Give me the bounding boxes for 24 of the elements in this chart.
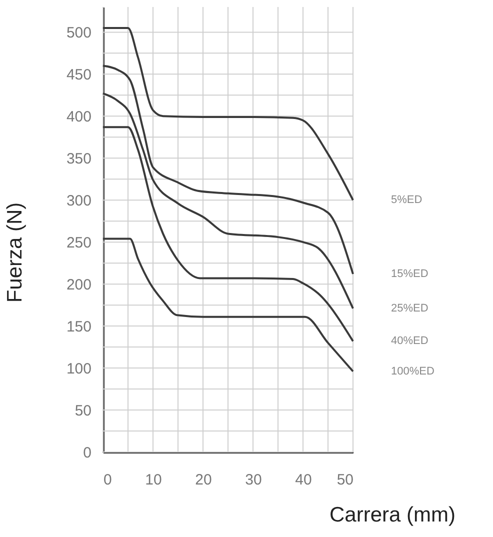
y-tick-label: 350: [66, 150, 92, 168]
y-tick-label: 400: [66, 108, 92, 126]
text: 15%ED: [391, 268, 428, 280]
y-tick-label: 150: [66, 318, 92, 336]
x-tick-label: 0: [104, 472, 112, 488]
y-tick-label: 300: [66, 192, 92, 210]
y-tick-label: 500: [66, 24, 92, 42]
x-tick-label: 50: [336, 472, 354, 488]
y-tick-label: 0: [83, 444, 92, 462]
y-tick-label: 50: [74, 402, 92, 420]
text: 40%ED: [391, 335, 428, 348]
y-tick-label: 450: [66, 66, 92, 84]
x-tick-label: 20: [195, 472, 212, 488]
x-tick-label: 30: [245, 472, 262, 488]
x-tick-label: 10: [145, 472, 162, 488]
x-axis-title: Carrera (mm): [330, 504, 456, 526]
text: 25%ED: [391, 302, 428, 314]
y-tick-label: 100: [66, 360, 92, 378]
text: 100%ED: [391, 365, 434, 378]
x-tick-label: 40: [295, 472, 312, 488]
y-tick-label: 200: [66, 276, 92, 294]
text: 5%ED: [391, 194, 422, 206]
y-axis-title: Fuerza (N): [4, 202, 26, 303]
y-tick-label: 250: [66, 234, 92, 252]
